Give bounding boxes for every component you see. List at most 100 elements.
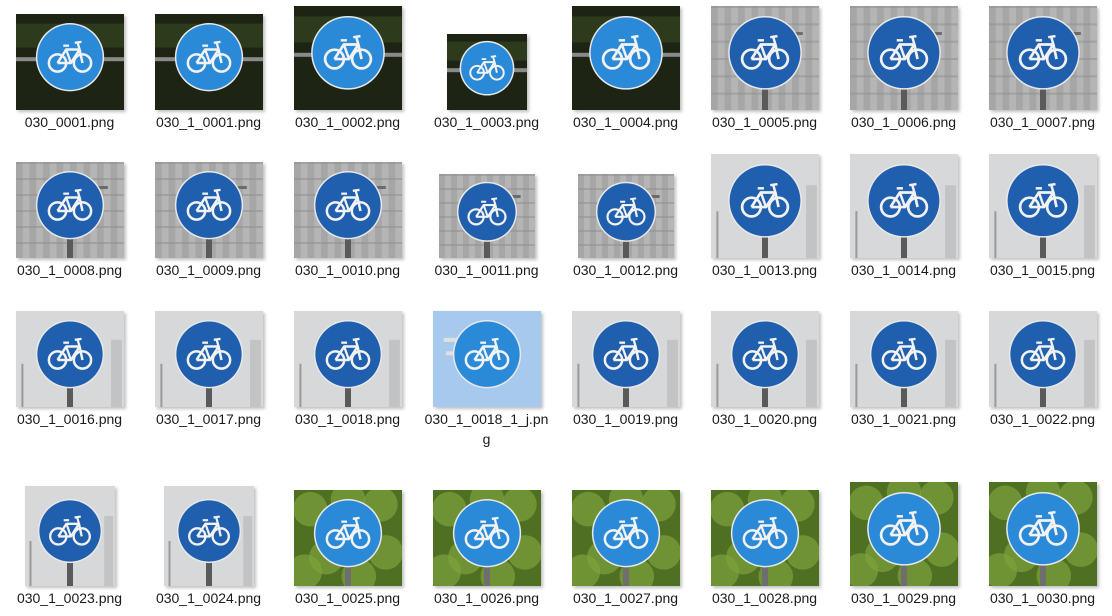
- file-thumbnail[interactable]: [710, 6, 819, 110]
- file-thumbnail[interactable]: [710, 490, 819, 586]
- file-thumbnail[interactable]: [154, 311, 263, 407]
- file-thumbnail[interactable]: [988, 154, 1097, 258]
- file-item[interactable]: 030_1_0016.png: [0, 297, 139, 447]
- bicycle-sign-image: [446, 34, 527, 110]
- file-thumbnail[interactable]: [293, 490, 402, 586]
- file-thumbnail[interactable]: [849, 482, 958, 586]
- bicycle-sign-image: [15, 162, 124, 258]
- file-item[interactable]: 030_1_0025.png: [278, 464, 417, 614]
- file-item[interactable]: 030_1_0009.png: [139, 148, 278, 298]
- file-item[interactable]: 030_1_0027.png: [556, 464, 695, 614]
- bicycle-sign-image: [24, 486, 115, 586]
- file-item[interactable]: 030_1_0004.png: [556, 0, 695, 150]
- file-item[interactable]: 030_1_0005.png: [695, 0, 834, 150]
- bicycle-sign-image: [154, 311, 263, 407]
- bicycle-sign-image: [988, 6, 1097, 110]
- file-name-label: 030_1_0026.png: [433, 590, 540, 606]
- file-thumbnail[interactable]: [988, 6, 1097, 110]
- file-item[interactable]: 030_1_0011.png: [417, 148, 556, 298]
- file-item[interactable]: 030_0001.png: [0, 0, 139, 150]
- file-item[interactable]: 030_1_0023.png: [0, 464, 139, 614]
- file-thumbnail[interactable]: [432, 311, 541, 407]
- file-name-label: 030_1_0015.png: [989, 262, 1096, 278]
- file-item[interactable]: 030_1_0022.png: [973, 297, 1112, 447]
- file-item[interactable]: 030_1_0028.png: [695, 464, 834, 614]
- file-item[interactable]: 030_1_0020.png: [695, 297, 834, 447]
- file-item[interactable]: 030_1_0015.png: [973, 148, 1112, 298]
- bicycle-sign-image: [577, 174, 674, 258]
- file-item[interactable]: 030_1_0026.png: [417, 464, 556, 614]
- bicycle-sign-image: [293, 490, 402, 586]
- file-thumbnail[interactable]: [571, 311, 680, 407]
- file-thumbnail[interactable]: [293, 162, 402, 258]
- bicycle-sign-image: [438, 174, 535, 258]
- file-name-label: 030_1_0013.png: [711, 262, 818, 278]
- bicycle-sign-image: [432, 490, 541, 586]
- file-thumbnail[interactable]: [154, 162, 263, 258]
- file-name-label: 030_1_0011.png: [434, 262, 539, 278]
- file-name-label: 030_1_0009.png: [155, 262, 262, 278]
- bicycle-sign-image: [293, 162, 402, 258]
- file-name-label: 030_1_0028.png: [711, 590, 818, 606]
- file-thumbnail[interactable]: [849, 154, 958, 258]
- file-item[interactable]: 030_1_0018.png: [278, 297, 417, 447]
- file-name-label: 030_1_0024.png: [155, 590, 262, 606]
- file-thumbnail[interactable]: [988, 311, 1097, 407]
- file-thumbnail[interactable]: [849, 6, 958, 110]
- bicycle-sign-image: [849, 482, 958, 586]
- file-thumbnail[interactable]: [15, 311, 124, 407]
- file-name-label: 030_1_0020.png: [711, 411, 818, 427]
- file-item[interactable]: 030_1_0021.png: [834, 297, 973, 447]
- bicycle-sign-image: [571, 311, 680, 407]
- file-thumbnail[interactable]: [710, 311, 819, 407]
- file-name-label: 030_1_0022.png: [989, 411, 1096, 427]
- file-thumbnail[interactable]: [15, 162, 124, 258]
- file-thumbnail[interactable]: [438, 174, 535, 258]
- file-item[interactable]: 030_1_0010.png: [278, 148, 417, 298]
- file-item[interactable]: 030_1_0002.png: [278, 0, 417, 150]
- file-thumbnail[interactable]: [24, 486, 115, 586]
- file-item[interactable]: 030_1_0030.png: [973, 464, 1112, 614]
- file-item[interactable]: 030_1_0012.png: [556, 148, 695, 298]
- file-item[interactable]: 030_1_0014.png: [834, 148, 973, 298]
- file-thumbnail[interactable]: [571, 490, 680, 586]
- bicycle-sign-image: [432, 311, 541, 407]
- file-thumbnail[interactable]: [163, 486, 254, 586]
- file-name-label: 030_1_0014.png: [850, 262, 957, 278]
- bicycle-sign-image: [571, 490, 680, 586]
- file-thumbnail[interactable]: [154, 14, 263, 110]
- file-name-label: 030_1_0007.png: [989, 114, 1096, 130]
- file-name-label: 030_1_0001.png: [155, 114, 262, 130]
- file-thumbnail[interactable]: [988, 482, 1097, 586]
- file-name-label: 030_1_0023.png: [16, 590, 123, 606]
- file-item[interactable]: 030_1_0013.png: [695, 148, 834, 298]
- file-name-label: 030_1_0010.png: [294, 262, 401, 278]
- bicycle-sign-image: [293, 6, 402, 110]
- file-item[interactable]: 030_1_0017.png: [139, 297, 278, 447]
- file-item[interactable]: 030_1_0019.png: [556, 297, 695, 447]
- bicycle-sign-image: [988, 311, 1097, 407]
- file-item[interactable]: 030_1_0003.png: [417, 0, 556, 150]
- file-thumbnail[interactable]: [849, 311, 958, 407]
- file-item[interactable]: 030_1_0007.png: [973, 0, 1112, 150]
- file-item[interactable]: 030_1_0024.png: [139, 464, 278, 614]
- file-thumbnail[interactable]: [432, 490, 541, 586]
- file-thumbnail[interactable]: [293, 311, 402, 407]
- file-thumbnail[interactable]: [15, 14, 124, 110]
- bicycle-sign-image: [571, 6, 680, 110]
- file-thumbnail[interactable]: [577, 174, 674, 258]
- file-name-label: 030_1_0012.png: [572, 262, 679, 278]
- file-name-label: 030_1_0008.png: [16, 262, 123, 278]
- file-thumbnail[interactable]: [571, 6, 680, 110]
- file-name-label: 030_1_0030.png: [989, 590, 1096, 606]
- file-item[interactable]: 030_1_0008.png: [0, 148, 139, 298]
- file-thumbnail[interactable]: [446, 34, 527, 110]
- file-item[interactable]: 030_1_0006.png: [834, 0, 973, 150]
- file-item[interactable]: 030_1_0029.png: [834, 464, 973, 614]
- file-name-label: 030_1_0002.png: [294, 114, 401, 130]
- file-thumbnail[interactable]: [293, 6, 402, 110]
- file-thumbnail[interactable]: [710, 154, 819, 258]
- file-item[interactable]: 030_1_0001.png: [139, 0, 278, 150]
- file-item[interactable]: 030_1_0018_1_j.png: [417, 297, 556, 447]
